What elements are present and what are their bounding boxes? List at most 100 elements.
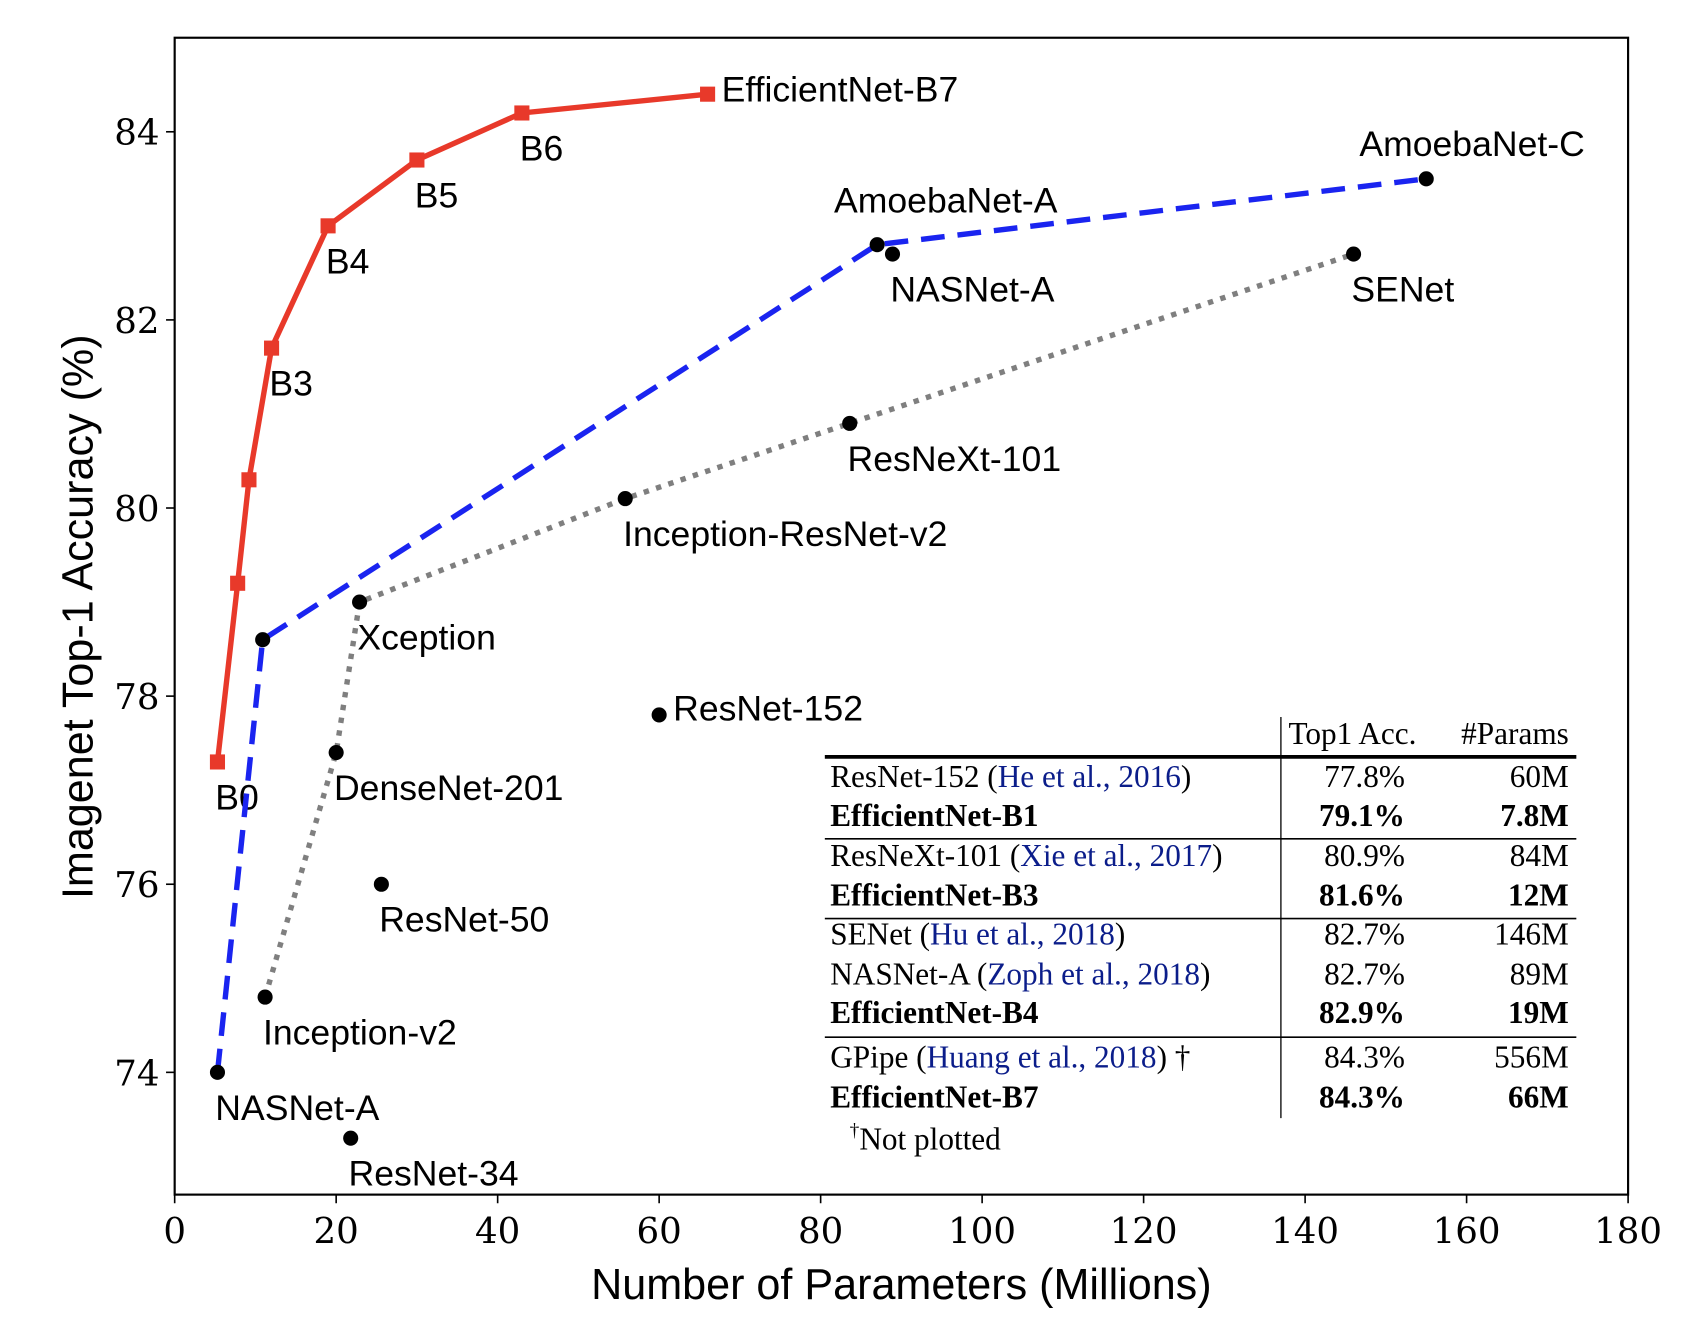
data-point-square: [241, 472, 257, 488]
citation-close: ): [1181, 759, 1191, 794]
y-axis-label: Imagenet Top-1 Accuracy (%): [55, 334, 103, 899]
model-name: EfficientNet-B4: [830, 995, 1039, 1030]
model-name: EfficientNet-B3: [830, 878, 1038, 913]
table-row-name: EfficientNet-B7: [830, 1079, 1038, 1114]
x-tick-label: 160: [1433, 1211, 1501, 1252]
table-cell-params: 12M: [1508, 878, 1569, 913]
data-label: Inception-ResNet-v2: [623, 514, 947, 554]
table-cell-params: 89M: [1510, 956, 1569, 991]
y-tick-label: 74: [114, 1053, 159, 1094]
series-solid-squares: B0 B3 B4 B5 B6 EfficientNet-B7: [209, 70, 959, 817]
data-label: Inception-v2: [263, 1013, 457, 1053]
comparison-table: Top1 Acc. #Params ResNet-152 (He et al., 2…: [824, 716, 1577, 1156]
data-point: [1418, 171, 1434, 187]
data-point-square: [264, 340, 280, 356]
model-name: GPipe (: [830, 1039, 926, 1074]
x-tick-label: 140: [1271, 1211, 1339, 1252]
table-cell-params: 556M: [1494, 1039, 1569, 1074]
x-tick-label: 100: [948, 1211, 1016, 1252]
data-point: [1346, 246, 1362, 262]
data-label: EfficientNet-B7: [722, 70, 959, 110]
data-label: ResNet-34: [349, 1154, 519, 1194]
model-name: ResNeXt-101 (: [830, 838, 1020, 873]
table-cell-params: 84M: [1510, 838, 1569, 873]
data-point: [343, 1130, 359, 1146]
x-tick-label: 180: [1594, 1211, 1662, 1252]
citation-close: ): [1212, 838, 1222, 873]
data-point-square: [409, 152, 425, 168]
y-tick-label: 78: [114, 677, 159, 718]
table-cell-accuracy: 84.3%: [1324, 1039, 1405, 1074]
table-cell-params: 66M: [1508, 1079, 1569, 1114]
table-row-name: EfficientNet-B4: [830, 995, 1039, 1030]
data-point-square: [320, 218, 336, 234]
citation-link[interactable]: Zoph et al., 2018: [987, 956, 1200, 991]
footnote-text: Not plotted: [859, 1121, 1001, 1156]
citation-close: ): [1115, 916, 1125, 951]
x-tick-label: 0: [163, 1211, 186, 1252]
data-label: ResNet-50: [379, 900, 549, 940]
table-cell-accuracy: 82.7%: [1324, 916, 1405, 951]
table-row-name: ResNeXt-101 (Xie et al., 2017): [830, 838, 1222, 873]
data-point: [373, 876, 389, 892]
data-point: [617, 491, 633, 507]
data-label: ResNet-152: [673, 688, 863, 728]
data-label: Xception: [357, 618, 495, 658]
data-point: [209, 1064, 226, 1080]
citation-link[interactable]: Hu et al., 2018: [930, 916, 1115, 951]
table-cell-accuracy: 79.1%: [1319, 798, 1405, 833]
data-point-square: [209, 754, 226, 770]
series-line: [262, 251, 1355, 998]
table-cell-params: 7.8M: [1500, 798, 1569, 833]
data-label: AmoebaNet-A: [834, 180, 1058, 220]
data-label: NASNet-A: [215, 1088, 379, 1128]
table-footnote: †Not plotted: [850, 1120, 1002, 1156]
citation-link[interactable]: He et al., 2016: [998, 759, 1181, 794]
y-tick-label: 82: [114, 301, 159, 342]
data-point-square: [700, 86, 716, 102]
plot-frame: [173, 36, 1630, 1196]
series-dotted: Inception-v2 DenseNet-201 Xception Inceptio…: [257, 246, 1454, 1053]
table-cell-params: 60M: [1510, 759, 1569, 794]
table-row-name: SENet (Hu et al., 2018): [830, 916, 1125, 951]
table-cell-accuracy: 81.6%: [1319, 878, 1405, 913]
series-dashed: NASNet-A AmoebaNet-A AmoebaNet-C: [209, 124, 1585, 1128]
data-point: [869, 237, 885, 253]
x-tick-label: 20: [314, 1211, 359, 1252]
series-line: [214, 176, 1427, 1073]
model-name: SENet (: [830, 916, 930, 951]
table-header: #Params: [1461, 716, 1569, 751]
model-name: EfficientNet-B1: [830, 798, 1038, 833]
citation-close: ) †: [1157, 1039, 1191, 1074]
data-point: [352, 594, 368, 610]
data-point: [255, 632, 271, 648]
x-tick-label: 120: [1110, 1211, 1178, 1252]
table-cell-accuracy: 82.9%: [1319, 995, 1405, 1030]
table-cell-params: 19M: [1508, 995, 1569, 1030]
x-tick-label: 80: [798, 1211, 843, 1252]
data-point: [651, 707, 667, 723]
data-point-square: [230, 575, 246, 591]
x-tick-label: 60: [637, 1211, 682, 1252]
data-point: [328, 745, 344, 761]
model-name: EfficientNet-B7: [830, 1079, 1038, 1114]
data-label: B4: [326, 241, 370, 281]
data-label: B3: [269, 364, 313, 404]
data-label: ResNeXt-101: [848, 439, 1062, 479]
series-points: ResNet-152 ResNet-50 ResNet-34 NASNet-A: [343, 246, 1055, 1194]
table-header: Top1 Acc.: [1288, 716, 1416, 751]
y-tick-label: 76: [114, 865, 159, 906]
model-name: ResNet-152 (: [830, 759, 998, 794]
citation-link[interactable]: Xie et al., 2017: [1020, 838, 1212, 873]
data-point-square: [514, 105, 530, 121]
table-row-name: GPipe (Huang et al., 2018) †: [830, 1039, 1190, 1074]
table-row-name: NASNet-A (Zoph et al., 2018): [830, 956, 1210, 991]
model-name: NASNet-A (: [830, 956, 987, 991]
data-label: SENet: [1351, 270, 1454, 310]
citation-close: ): [1200, 956, 1210, 991]
data-point: [884, 246, 901, 262]
citation-link[interactable]: Huang et al., 2018: [927, 1039, 1157, 1074]
data-label: B6: [520, 128, 564, 168]
table-cell-params: 146M: [1494, 916, 1569, 951]
